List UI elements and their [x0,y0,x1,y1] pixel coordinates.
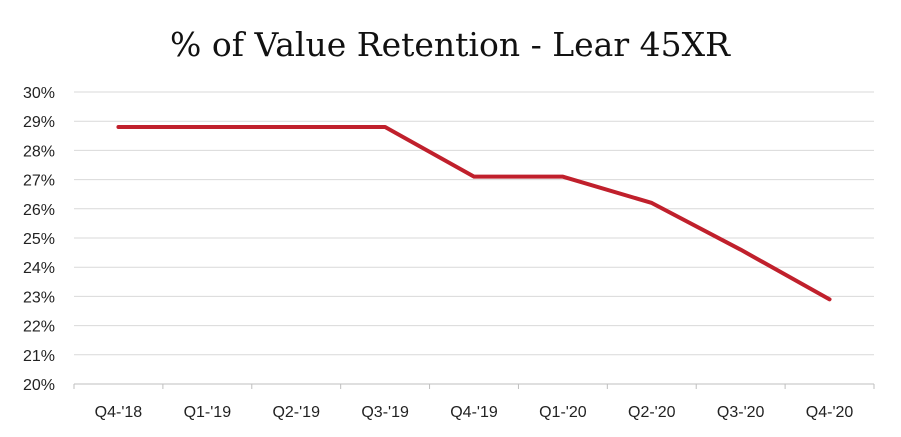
y-tick-label: 21% [23,348,55,365]
x-axis [73,383,875,389]
y-tick-label: 29% [23,114,55,131]
x-tick-label: Q4-'19 [450,404,498,421]
y-tick-label: 26% [23,202,55,219]
gridlines [74,91,874,356]
x-axis-tick-labels: Q4-'18 Q1-'19 Q2-'19 Q3-'19 Q4-'19 Q1-'20 Q2-'… [95,404,854,421]
x-tick-label: Q2-'19 [272,404,320,421]
y-axis-tick-labels: 20% 21% 22% 23% 24% 25% 26% 27% 28% 29% 30% [23,85,55,394]
y-tick-label: 30% [23,85,55,102]
y-tick-label: 27% [23,173,55,190]
chart-title: % of Value Retention - Lear 45XR [170,25,731,64]
series-line [116,125,832,302]
y-tick-label: 20% [23,377,55,394]
y-tick-label: 28% [23,143,55,160]
series-lines [116,125,832,302]
x-tick-label: Q4-'20 [806,404,854,421]
x-tick-label: Q3-'19 [361,404,409,421]
x-tick-label: Q3-'20 [717,404,765,421]
x-tick-label: Q1-'19 [184,404,232,421]
x-tick-label: Q1-'20 [539,404,587,421]
y-tick-label: 22% [23,319,55,336]
x-tick-label: Q4-'18 [95,404,143,421]
x-tick-label: Q2-'20 [628,404,676,421]
y-tick-label: 23% [23,289,55,306]
y-tick-label: 24% [23,260,55,277]
y-tick-label: 25% [23,231,55,248]
